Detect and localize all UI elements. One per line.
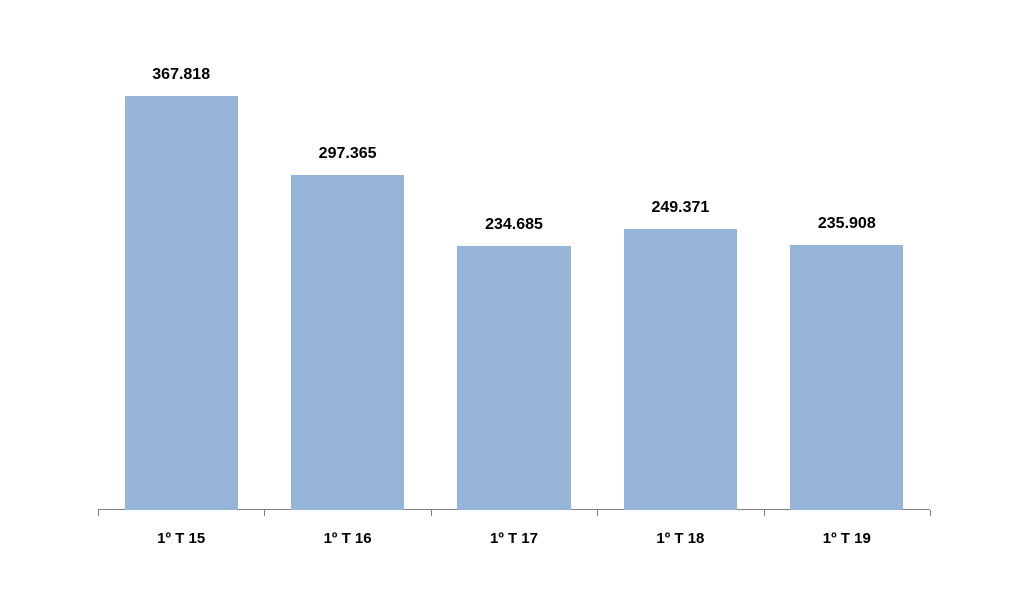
- x-tick: [930, 510, 931, 516]
- bar-value-label: 234.685: [401, 216, 627, 234]
- bar: [457, 246, 570, 510]
- x-tick: [98, 510, 99, 516]
- bar: [125, 96, 238, 510]
- bar: [790, 245, 903, 510]
- bar-slot: 234.685: [457, 60, 570, 510]
- bar-slot: 297.365: [291, 60, 404, 510]
- x-tick: [597, 510, 598, 516]
- x-tick: [431, 510, 432, 516]
- x-tick: [264, 510, 265, 516]
- plot-area: 367.8181º T 15297.3651º T 16234.6851º T …: [98, 60, 930, 510]
- bar-value-label: 297.365: [234, 145, 460, 163]
- bar-chart: 367.818 1º T 15 297.365 1º T 16 234.685 1º T …: [0, 0, 1024, 591]
- bar-slot: 235.908: [790, 60, 903, 510]
- bar: [291, 175, 404, 510]
- bar-slot: 367.818: [125, 60, 238, 510]
- category-label: 1º T 19: [823, 530, 871, 547]
- category-label: 1º T 16: [324, 530, 372, 547]
- category-label: 1º T 15: [157, 530, 205, 547]
- bar-slot: 249.371: [624, 60, 737, 510]
- bar: [624, 229, 737, 510]
- x-tick: [764, 510, 765, 516]
- bar-value-label: 235.908: [734, 215, 960, 233]
- bar-value-label: 367.818: [68, 66, 294, 84]
- category-label: 1º T 18: [656, 530, 704, 547]
- category-label: 1º T 17: [490, 530, 538, 547]
